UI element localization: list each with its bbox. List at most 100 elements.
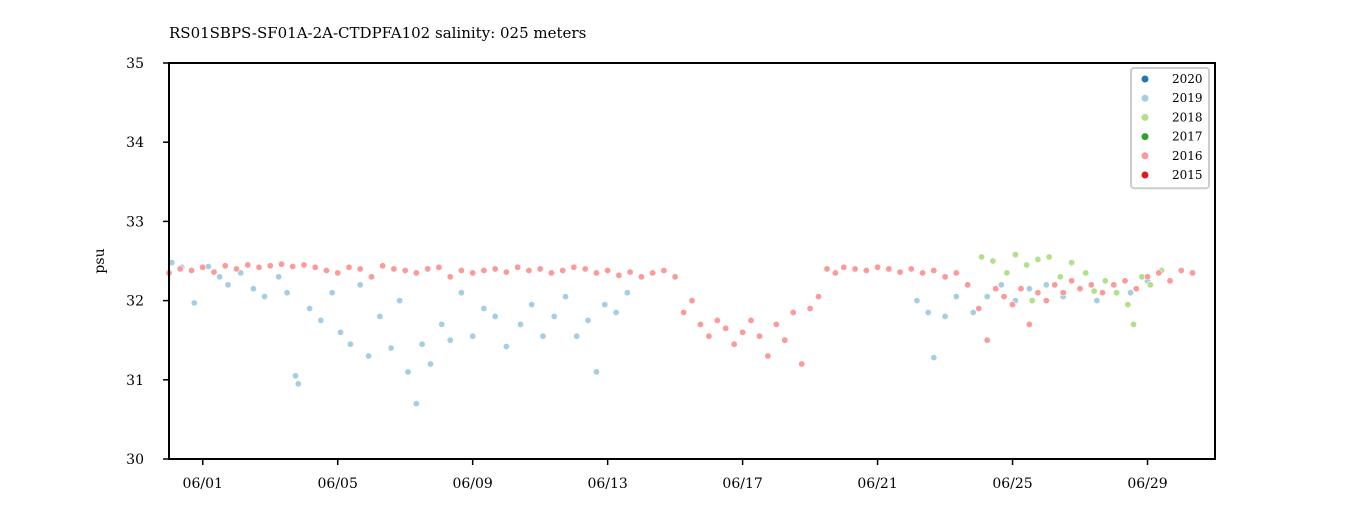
data-point-2016 [637,273,645,281]
data-point-2016 [798,360,806,368]
data-point-2019 [952,293,960,301]
legend-marker [1141,94,1149,102]
data-point-2016 [1189,269,1197,277]
data-point-2018 [989,257,997,265]
data-points [165,251,1197,408]
data-point-2016 [390,265,398,273]
data-point-2019 [1093,297,1101,305]
data-point-2016 [300,261,308,269]
data-point-2016 [255,263,263,271]
data-point-2019 [224,281,232,289]
data-point-2016 [1051,281,1059,289]
data-point-2016 [188,266,196,274]
legend-marker [1141,113,1149,121]
legend-box [1130,67,1210,190]
data-point-2016 [379,262,387,270]
data-point-2019 [249,285,257,293]
data-point-2019 [237,269,245,277]
legend-label: 2018 [1172,110,1203,124]
data-point-2016 [1166,277,1174,285]
data-point-2016 [210,268,218,276]
data-point-2019 [573,332,581,340]
data-point-2019 [404,368,412,376]
data-point-2019 [528,301,536,309]
data-point-2016 [547,269,555,277]
legend-label: 2019 [1172,91,1203,105]
data-point-2016 [862,266,870,274]
data-point-2016 [435,263,443,271]
data-point-2016 [1121,277,1129,285]
legend-marker [1141,133,1149,141]
data-point-2016 [747,316,755,324]
data-point-2016 [446,273,454,281]
data-point-2016 [244,261,252,269]
data-point-2016 [975,304,983,312]
data-point-2016 [581,265,589,273]
data-point-2016 [615,271,623,279]
data-point-2016 [660,266,668,274]
y-tick-label: 32 [126,294,144,310]
data-point-2016 [1099,289,1107,297]
data-point-2016 [604,266,612,274]
data-point-2016 [649,269,657,277]
data-point-2018 [1034,255,1042,263]
data-point-2016 [1008,301,1016,309]
data-point-2016 [840,263,848,271]
data-point-2019 [480,304,488,312]
data-point-2019 [539,332,547,340]
data-point-2019 [356,281,364,289]
data-point-2019 [426,360,434,368]
data-point-2018 [978,253,986,261]
y-tick-label: 35 [126,56,144,72]
data-point-2016 [874,263,882,271]
data-point-2016 [289,262,297,270]
data-point-2016 [952,269,960,277]
data-point-2016 [1017,285,1025,293]
data-point-2016 [570,263,578,271]
data-point-2016 [1144,273,1152,281]
y-axis: 30 31 32 33 34 35 [126,56,169,468]
data-point-2016 [514,263,522,271]
data-point-2016 [536,265,544,273]
data-point-2019 [317,316,325,324]
data-point-2019 [365,352,373,360]
data-point-2016 [789,308,797,316]
data-point-2016 [592,269,600,277]
data-point-2019 [275,273,283,281]
data-point-2018 [1011,251,1019,259]
data-point-2016 [781,336,789,344]
data-point-2016 [730,340,738,348]
data-point-2018 [1023,261,1031,269]
legend-label: 2015 [1172,168,1203,182]
data-point-2016 [941,273,949,281]
data-point-2016 [469,269,477,277]
data-point-2016 [919,269,927,277]
data-point-2019 [204,262,212,270]
data-point-2019 [457,289,465,297]
data-point-2018 [1101,277,1109,285]
data-point-2016 [739,328,747,336]
data-point-2016 [722,324,730,332]
y-tick-label: 34 [126,135,144,151]
data-point-2019 [1025,285,1033,293]
data-point-2016 [1068,277,1076,285]
data-point-2016 [199,263,207,271]
data-point-2016 [1000,293,1008,301]
data-point-2019 [924,308,932,316]
data-point-2016 [907,265,915,273]
y-tick-label: 31 [126,373,144,389]
data-point-2019 [418,340,426,348]
y-axis-label: psu [92,248,108,273]
legend-marker [1141,171,1149,179]
data-point-2016 [1034,289,1042,297]
x-tick-label: 06/09 [452,476,492,492]
x-tick-label: 06/13 [587,476,627,492]
data-point-2016 [806,304,814,312]
data-point-2018 [1130,320,1138,328]
data-point-2019 [502,342,510,350]
data-point-2019 [1042,281,1050,289]
data-point-2019 [283,289,291,297]
data-point-2019 [623,289,631,297]
data-point-2016 [412,269,420,277]
